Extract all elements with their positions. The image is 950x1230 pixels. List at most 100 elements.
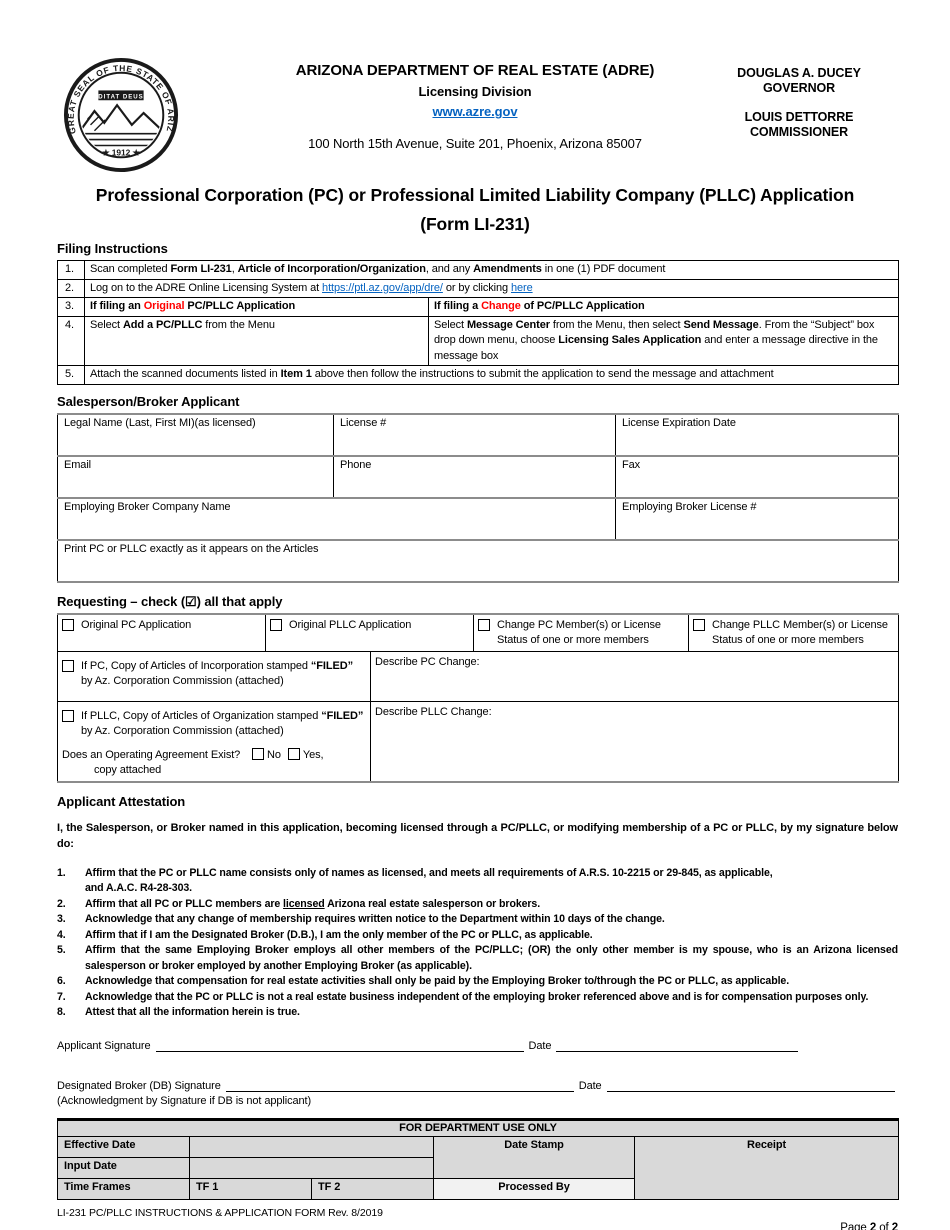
form-title-line1: Professional Corporation (PC) or Profess… [95,185,855,205]
effective-date-label: Effective Date [57,1135,190,1158]
checkbox-no[interactable] [252,747,265,760]
tf2-cell: TF 2 [311,1177,434,1200]
table-row: 2. Log on to the ADRE Online Licensing S… [57,278,900,298]
table-row: Legal Name (Last, First MI)(as licensed)… [57,413,899,456]
instruction-step-3-original: If filing an Original PC/PLLC Applicatio… [84,297,429,317]
list-item: 2. Affirm that all PC or PLLC members are… [57,897,541,910]
instruction-step-4-change: Select Message Center from the Menu, the… [427,315,900,366]
option-original-pllc: Original PLLC Application [265,613,474,652]
commissioner-title: COMMISSIONER [749,125,849,139]
attestation-list: 1. Affirm that the PC or PLLC name consis… [57,866,898,1021]
arizona-state-seal-logo: GREAT SEAL OF THE STATE OF ARIZONA DITAT… [62,56,179,173]
seal-motto-text: DITAT DEUS [98,93,143,100]
table-row: 5. Attach the scanned documents listed i… [57,365,900,385]
table-row: 1. Scan completed Form LI-231, Article o… [57,260,900,280]
filing-instructions-heading: Filing Instructions [57,241,168,256]
option-original-pc: Original PC Application [57,613,266,652]
applicant-signature-line[interactable] [155,1038,524,1052]
describe-pc-change-cell: Describe PC Change: [370,650,899,702]
list-item: 4. Affirm that if I am the Designated Bro… [57,928,593,941]
department-use-header: FOR DEPARTMENT USE ONLY [57,1118,899,1137]
azre-website-link[interactable]: www.azre.gov [432,104,518,119]
table-row: Employing Broker Company Name Employing … [57,497,899,540]
list-item: 3. Acknowledge that any change of members… [57,913,665,925]
operating-agreement-label: Does an Operating Agreement Exist? [62,748,241,761]
list-item: 1. Affirm that the PC or PLLC name consis… [57,866,773,895]
option-label: Original PC Application [81,618,192,631]
applicant-table: Legal Name (Last, First MI)(as licensed)… [57,413,899,583]
requesting-heading: Requesting – check (☑) all that apply [57,593,283,609]
broker-signature-row: Designated Broker (DB) Signature Date [57,1078,898,1092]
list-item: 5. Affirm that the same Employing Broker … [57,944,898,972]
division-name: Licensing Division [418,84,532,99]
agency-header: ARIZONA DEPARTMENT OF REAL ESTATE (ADRE)… [0,62,950,151]
attestation-heading: Applicant Attestation [57,793,186,809]
processed-by-cell: Processed By [433,1177,635,1200]
table-row: If PC, Copy of Articles of Incorporation… [57,650,899,702]
applicant-date-line[interactable] [556,1038,799,1052]
checkbox-pc-articles[interactable] [62,659,74,672]
no-label: No [267,748,281,761]
agency-address: 100 North 15th Avenue, Suite 201, Phoeni… [308,136,642,151]
adre-portal-link[interactable]: https://ptl.az.gov/app/dre/ [322,281,443,294]
operating-agreement-question: Does an Operating Agreement Exist? No Ye… [62,747,366,763]
instruction-step-5: Attach the scanned documents listed in I… [83,365,900,385]
row-number: 3. [57,297,85,317]
option-change-pllc: Change PLLC Member(s) or License Status … [688,613,899,652]
checkbox-original-pc[interactable] [62,618,74,631]
tf1-cell: TF 1 [189,1177,312,1200]
option-label: Original PLLC Application [289,618,412,631]
broker-date-line[interactable] [606,1078,895,1092]
row-number: 5. [57,365,85,385]
yes-label: Yes, [302,748,324,761]
agency-name: ARIZONA DEPARTMENT OF REAL ESTATE (ADRE) [295,62,655,79]
page-number: Page 2 of 2 [840,1221,898,1230]
table-row: Effective Date Date Stamp Receipt [57,1135,899,1200]
input-date-label: Input Date [57,1156,190,1179]
phone-field: Phone [333,455,616,498]
table-row: If PLLC, Copy of Articles of Organizatio… [57,700,899,782]
requesting-table: Original PC Application Original PLLC Ap… [57,612,899,783]
date-stamp-cell: Date Stamp [433,1135,635,1179]
here-link[interactable]: here [510,281,533,294]
table-row: Time Frames TF 1 TF 2 Processed By [57,1177,899,1200]
list-item: 8. Attest that all the information herein… [57,1006,300,1018]
license-number-field: License # [333,413,616,456]
effective-date-input-cell [189,1135,434,1158]
list-item: 7. Acknowledge that the PC or PLLC is not… [57,990,869,1003]
form-body: Filing Instructions 1. Scan completed Fo… [57,241,900,1230]
checkbox-yes[interactable] [287,747,300,760]
print-pc-pllc-field: Print PC or PLLC exactly as it appears o… [57,539,899,582]
broker-signature-line[interactable] [225,1078,574,1092]
checkbox-change-pc[interactable] [478,618,490,631]
license-expiration-field: License Expiration Date [615,413,899,456]
table-row: Print PC or PLLC exactly as it appears o… [57,539,899,582]
broker-signature-label: Designated Broker (DB) Signature [57,1079,221,1092]
row-number: 2. [57,278,85,298]
form-title: Professional Corporation (PC) or Profess… [0,181,950,239]
broker-company-field: Employing Broker Company Name [57,497,616,540]
checkbox-pllc-articles[interactable] [62,709,74,722]
applicant-signature-label: Applicant Signature [57,1039,151,1052]
broker-signature-note: (Acknowledgment by Signature if DB is no… [57,1094,312,1107]
table-row: Original PC Application Original PLLC Ap… [57,613,899,652]
checkbox-original-pllc[interactable] [270,618,282,631]
email-field: Email [57,455,334,498]
legal-name-field: Legal Name (Last, First MI)(as licensed) [57,413,334,456]
table-row: Input Date [57,1156,899,1179]
seal-year-text: ★ 1912 ★ [101,147,140,157]
instruction-step-1: Scan completed Form LI-231, Article of I… [83,260,900,280]
option-label: Change PLLC Member(s) or License Status … [712,618,888,646]
table-row: 4. Select Add a PC/PLLC from the Menu Se… [57,315,900,366]
pllc-articles-cell: If PLLC, Copy of Articles of Organizatio… [57,700,371,782]
list-item: 6. Acknowledge that compensation for real… [57,975,790,987]
row-number: 1. [57,260,85,280]
officials-block: DOUGLAS A. DUCEY GOVERNOR LOUIS DETTORRE… [704,66,894,140]
describe-pllc-change-cell: Describe PLLC Change: [370,700,899,782]
checkbox-change-pllc[interactable] [693,618,705,631]
receipt-cell: Receipt [634,1135,899,1200]
option-change-pc: Change PC Member(s) or License Status of… [473,613,689,652]
date-label: Date [528,1039,552,1052]
pllc-articles-label: If PLLC, Copy of Articles of Organizatio… [81,709,364,737]
